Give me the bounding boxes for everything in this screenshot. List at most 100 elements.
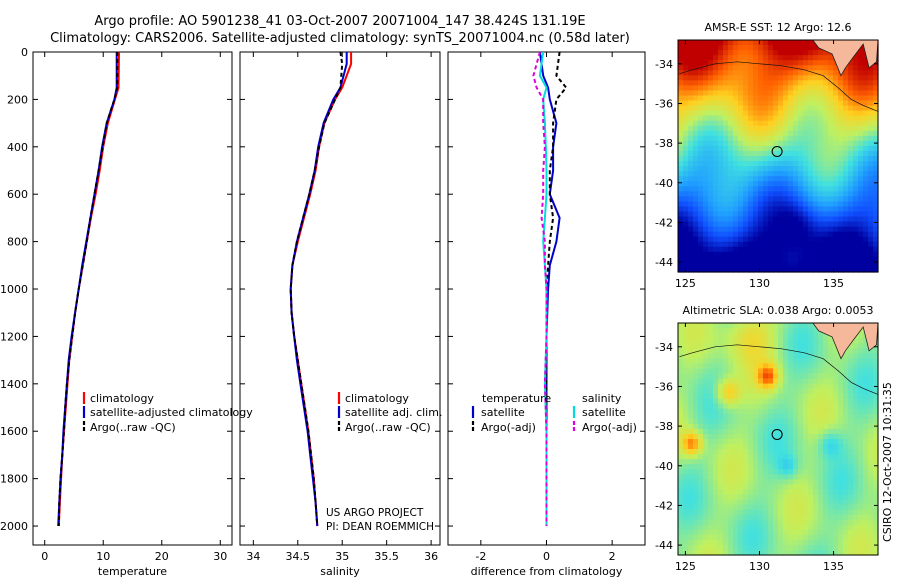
heatmap-cell [853, 256, 859, 263]
heatmap-cell [818, 333, 824, 339]
heatmap-cell [843, 428, 849, 435]
heatmap-cell [748, 55, 754, 61]
heatmap-cell [693, 70, 699, 76]
heatmap-cell [688, 368, 694, 375]
heatmap-cell [768, 130, 774, 137]
heatmap-cell [778, 256, 784, 263]
heatmap-cell [813, 191, 819, 197]
heatmap-cell [738, 529, 744, 536]
heatmap-cell [803, 100, 809, 107]
heatmap-cell [848, 216, 854, 223]
heatmap-cell [828, 166, 834, 172]
heatmap-cell [863, 80, 869, 86]
heatmap-cell [773, 60, 779, 66]
heatmap-cell [873, 524, 879, 531]
heatmap-cell [808, 539, 814, 546]
heatmap-cell [713, 231, 719, 238]
heatmap-cell [778, 489, 784, 496]
heatmap-cell [703, 55, 709, 61]
heatmap-cell [758, 398, 764, 405]
heatmap-cell [728, 449, 734, 455]
heatmap-cell [783, 519, 789, 526]
heatmap-cell [723, 418, 729, 425]
heatmap-cell [873, 368, 879, 375]
heatmap-cell [678, 544, 684, 551]
heatmap-cell [693, 383, 699, 390]
heatmap-cell [793, 156, 799, 162]
heatmap-cell [848, 418, 854, 425]
heatmap-cell [728, 130, 734, 137]
heatmap-cell [803, 534, 809, 541]
heatmap-cell [728, 393, 734, 400]
heatmap-cell [798, 484, 804, 491]
heatmap-cell [808, 544, 814, 551]
heatmap-cell [693, 549, 699, 556]
heatmap-cell [688, 363, 694, 369]
heatmap-cell [798, 413, 804, 420]
heatmap-cell [703, 343, 709, 349]
heatmap-cell [858, 145, 864, 152]
heatmap-cell [743, 171, 749, 177]
heatmap-cell [873, 145, 879, 152]
heatmap-cell [753, 378, 759, 385]
heatmap-cell [873, 413, 879, 420]
heatmap-cell [778, 383, 784, 390]
heatmap-cell [848, 514, 854, 521]
heatmap-cell [853, 439, 859, 445]
heatmap-cell [688, 514, 694, 521]
heatmap-cell [753, 256, 759, 263]
heatmap-cell [793, 211, 799, 218]
heatmap-cell [818, 348, 824, 354]
heatmap-cell [788, 333, 794, 339]
heatmap-cell [843, 499, 849, 506]
heatmap-cell [753, 363, 759, 369]
heatmap-cell [843, 454, 849, 460]
heatmap-cell [803, 176, 809, 182]
heatmap-cell [813, 45, 819, 51]
heatmap-cell [853, 130, 859, 137]
heatmap-cell [838, 539, 844, 546]
heatmap-cell [833, 181, 839, 187]
heatmap-cell [688, 398, 694, 405]
heatmap-cell [703, 206, 709, 213]
heatmap-cell [748, 45, 754, 51]
heatmap-cell [843, 474, 849, 480]
heatmap-cell [733, 519, 739, 526]
heatmap-cell [843, 383, 849, 390]
heatmap-cell [708, 489, 714, 496]
heatmap-cell [738, 80, 744, 86]
heatmap-cell [848, 403, 854, 410]
heatmap-cell [743, 196, 749, 202]
heatmap-cell [873, 150, 879, 157]
heatmap-cell [768, 454, 774, 460]
heatmap-cell [808, 534, 814, 541]
heatmap-cell [838, 241, 844, 248]
heatmap-cell [873, 221, 879, 228]
heatmap-cell [688, 464, 694, 470]
heatmap-cell [848, 484, 854, 491]
heatmap-cell [868, 439, 874, 445]
heatmap-cell [818, 236, 824, 243]
heatmap-cell [703, 428, 709, 435]
heatmap-cell [758, 166, 764, 172]
heatmap-cell [708, 363, 714, 369]
heatmap-cell [803, 115, 809, 122]
heatmap-cell [678, 181, 684, 187]
heatmap-cell [748, 353, 754, 359]
heatmap-cell [713, 70, 719, 76]
heatmap-cell [863, 449, 869, 455]
heatmap-cell [833, 95, 839, 102]
heatmap-cell [773, 135, 779, 142]
heatmap-cell [678, 423, 684, 430]
heatmap-cell [683, 130, 689, 137]
heatmap-cell [873, 393, 879, 400]
heatmap-cell [678, 378, 684, 385]
heatmap-cell [688, 479, 694, 485]
y-tick-label: 600 [7, 188, 28, 201]
heatmap-cell [748, 433, 754, 440]
heatmap-cell [868, 534, 874, 541]
heatmap-cell [823, 65, 829, 71]
heatmap-cell [843, 110, 849, 117]
heatmap-cell [848, 231, 854, 238]
heatmap-cell [778, 348, 784, 354]
